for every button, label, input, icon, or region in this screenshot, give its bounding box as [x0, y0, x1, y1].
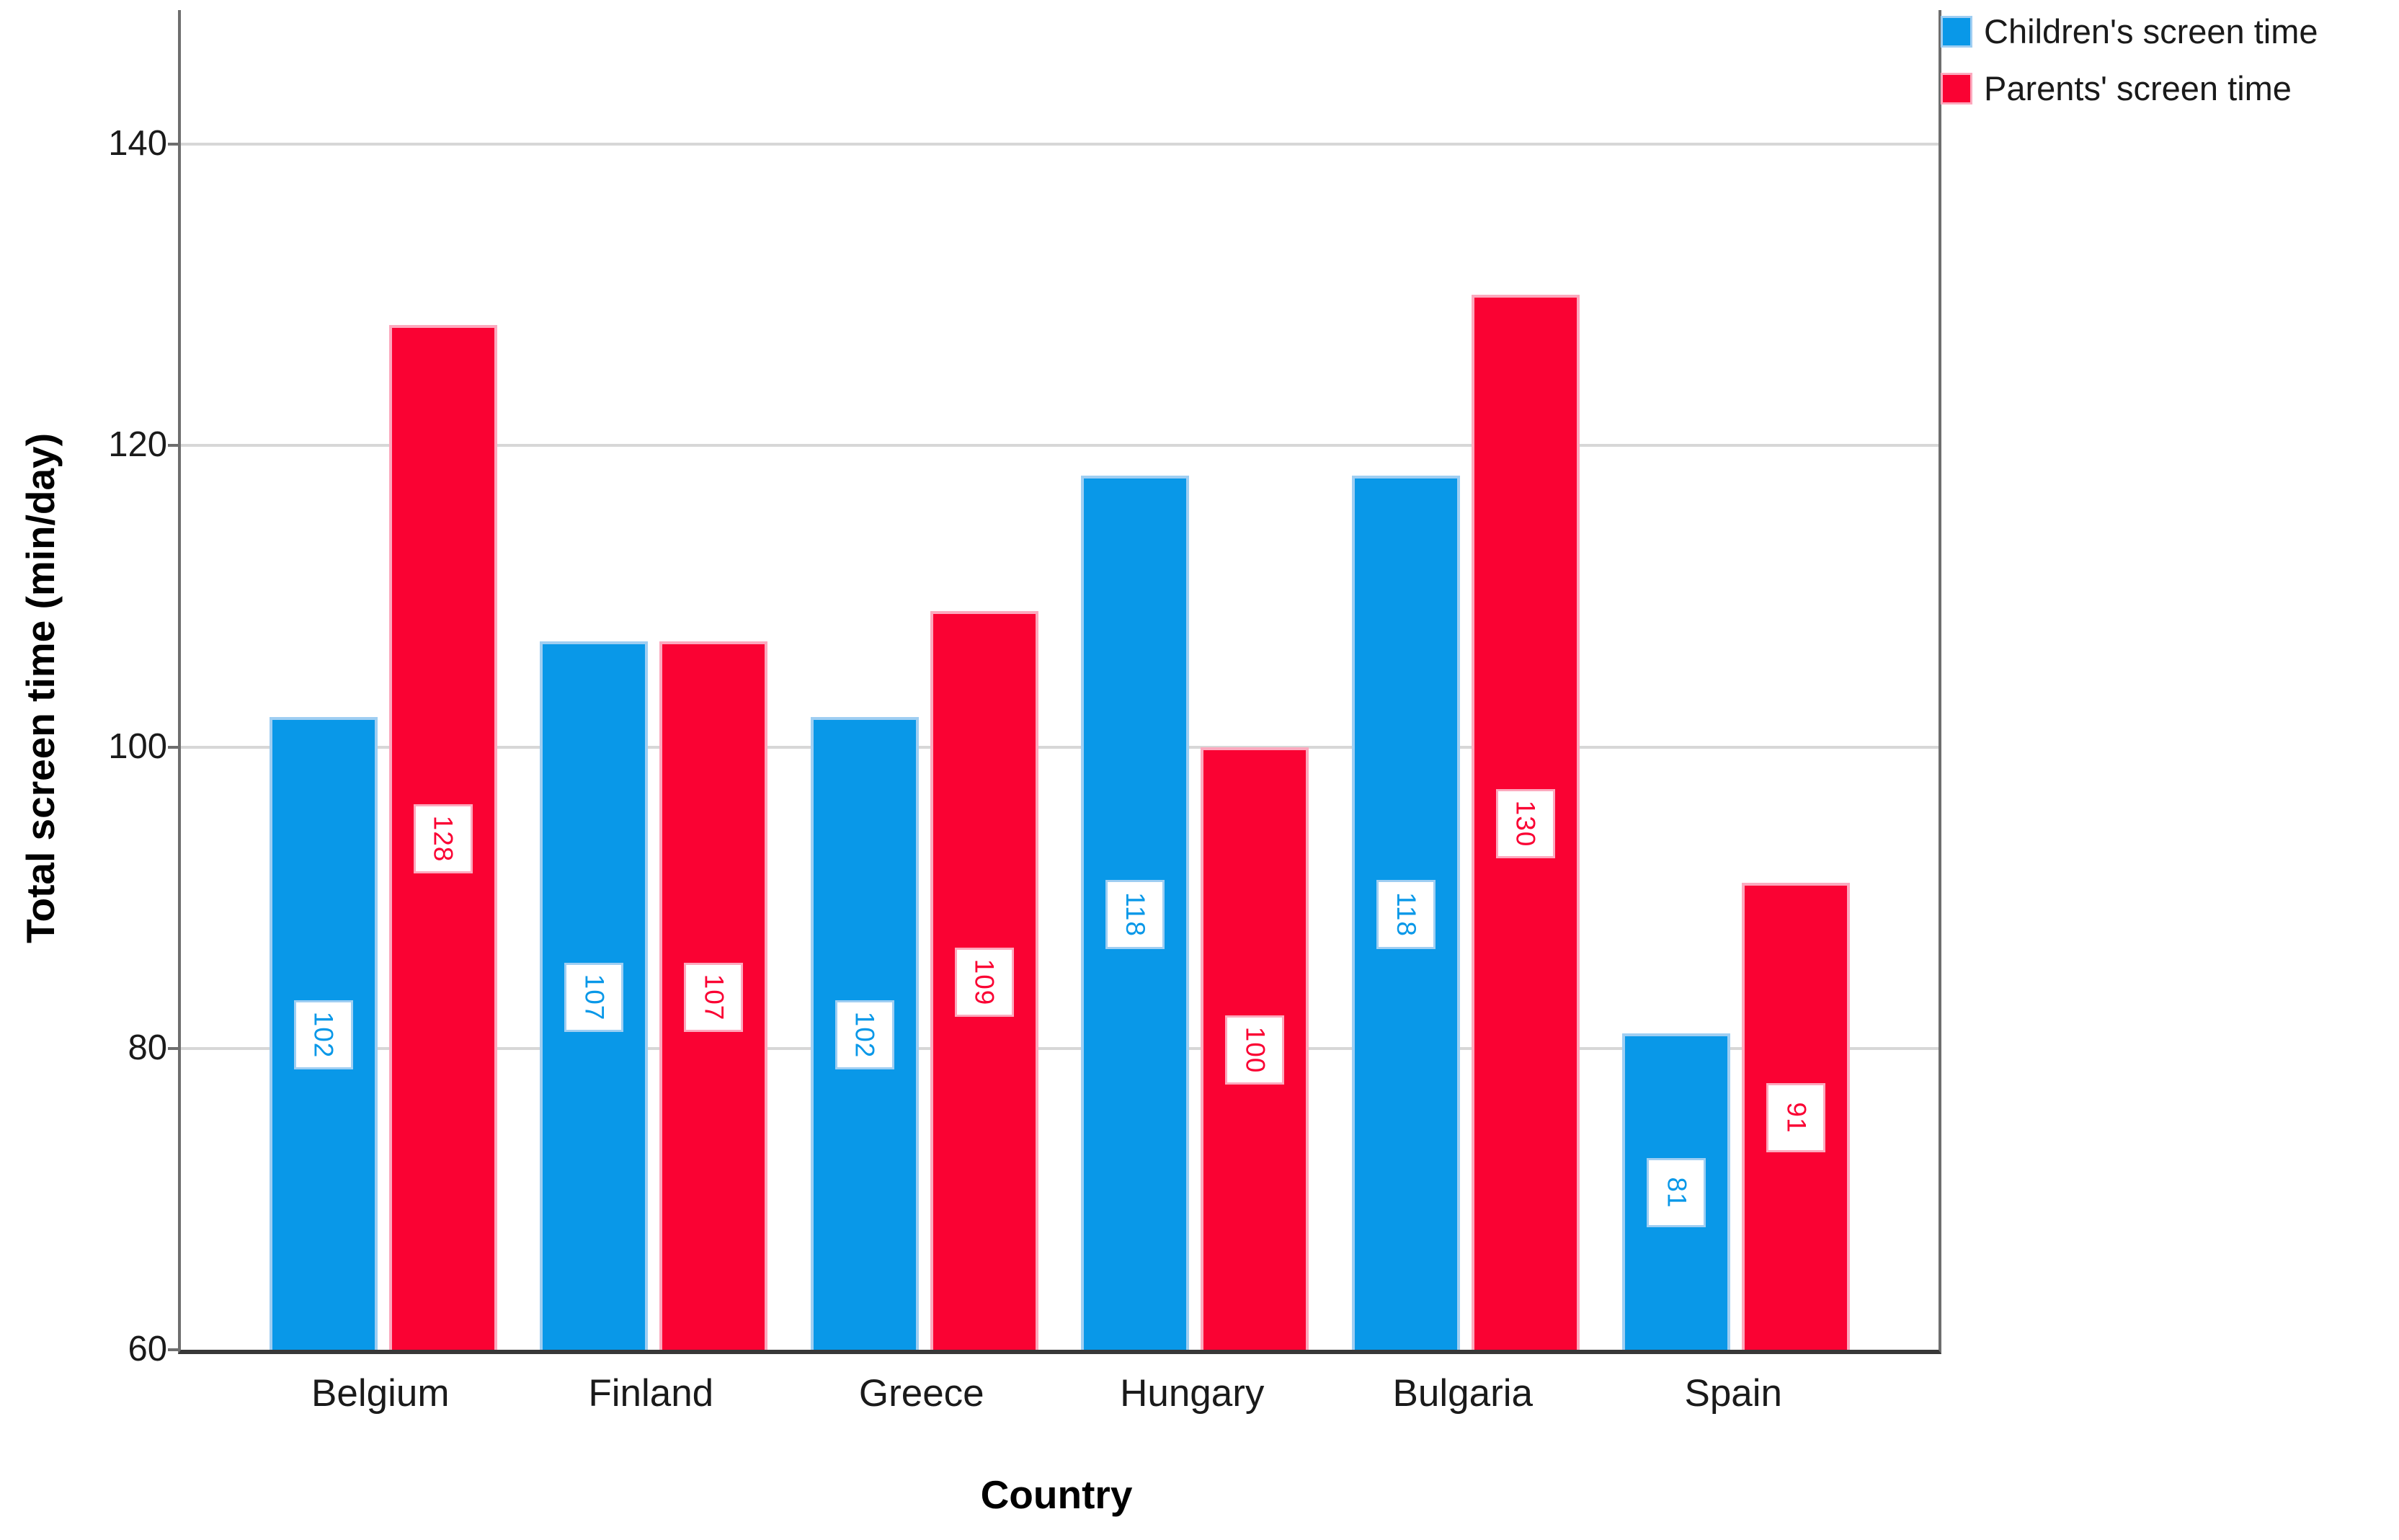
- y-tick-label-120: 120: [108, 425, 167, 465]
- bar-value-label-box: 100: [1225, 1015, 1285, 1085]
- x-category-label-belgium: Belgium: [311, 1372, 450, 1415]
- bar-bulgaria-parents: 130: [1471, 295, 1580, 1350]
- legend-label: Children's screen time: [1984, 12, 2318, 50]
- legend-swatch-icon: [1941, 72, 1972, 104]
- y-tick-mark-60: [168, 1348, 179, 1351]
- bar-value-label: 118: [1391, 891, 1421, 937]
- legend: Children's screen time Parents' screen ti…: [1941, 12, 2318, 108]
- bar-value-label: 102: [850, 1011, 880, 1059]
- bar-value-label-box: 130: [1495, 789, 1555, 859]
- legend-swatch-icon: [1941, 15, 1972, 48]
- x-category-label-greece: Greece: [858, 1372, 984, 1415]
- bar-value-label-box: 118: [1376, 879, 1436, 949]
- bar-value-label: 130: [1510, 800, 1541, 847]
- bar-spain-children: 81: [1622, 1033, 1731, 1350]
- bar-greece-parents: 109: [930, 611, 1038, 1350]
- legend-item-children: Children's screen time: [1941, 12, 2318, 51]
- y-tick-label-80: 80: [128, 1028, 167, 1067]
- bar-value-label: 107: [579, 974, 610, 1020]
- bar-finland-parents: 107: [659, 641, 768, 1350]
- bar-value-label: 109: [969, 958, 1000, 1006]
- bar-value-label-box: 107: [684, 962, 744, 1032]
- y-tick-mark-100: [168, 745, 179, 749]
- x-category-label-spain: Spain: [1684, 1372, 1783, 1415]
- bar-value-label: 102: [308, 1011, 339, 1059]
- x-category-label-bulgaria: Bulgaria: [1392, 1372, 1533, 1415]
- gridline-140: [181, 143, 1939, 146]
- y-tick-mark-120: [168, 444, 179, 448]
- y-tick-label-100: 100: [108, 726, 167, 766]
- bar-value-label-box: 102: [293, 1000, 353, 1069]
- bar-greece-children: 102: [810, 716, 919, 1350]
- bar-value-label: 128: [428, 815, 458, 863]
- bar-value-label: 100: [1240, 1026, 1270, 1074]
- bar-bulgaria-children: 118: [1351, 476, 1460, 1350]
- bar-value-label-box: 128: [413, 804, 473, 874]
- y-axis-title: Total screen time (min/day): [18, 432, 63, 944]
- bar-value-label-box: 107: [564, 962, 624, 1032]
- bar-value-label: 118: [1121, 891, 1151, 937]
- bar-value-label-box: 102: [834, 1000, 894, 1069]
- x-category-label-finland: Finland: [588, 1372, 714, 1415]
- gridline-120: [181, 444, 1939, 448]
- bar-value-label-box: 91: [1766, 1082, 1826, 1152]
- gridline-80: [181, 1046, 1939, 1050]
- bar-value-label-box: 109: [954, 947, 1014, 1017]
- y-tick-label-60: 60: [128, 1330, 167, 1368]
- plot-area: 102 128 107 107 102 109 118 100 118 130 81 91: [178, 10, 1941, 1354]
- bar-belgium-children: 102: [269, 716, 378, 1350]
- legend-label: Parents' screen time: [1984, 69, 2292, 107]
- bar-value-label: 107: [699, 974, 729, 1020]
- bar-belgium-parents: 128: [388, 325, 497, 1350]
- y-tick-mark-140: [168, 143, 179, 146]
- x-axis-title: Country: [980, 1472, 1133, 1517]
- bar-value-label-box: 118: [1105, 879, 1165, 949]
- legend-item-parents: Parents' screen time: [1941, 68, 2318, 108]
- gridline-100: [181, 745, 1939, 749]
- bar-hungary-children: 118: [1081, 476, 1190, 1350]
- x-category-label-hungary: Hungary: [1120, 1372, 1265, 1415]
- bar-value-label: 91: [1781, 1102, 1812, 1134]
- bar-value-label: 81: [1662, 1177, 1692, 1209]
- bar-finland-children: 107: [540, 641, 649, 1350]
- y-tick-label-140: 140: [108, 124, 167, 164]
- y-tick-mark-80: [168, 1046, 179, 1050]
- bar-value-label-box: 81: [1647, 1158, 1706, 1228]
- bar-hungary-parents: 100: [1201, 747, 1309, 1350]
- bar-spain-parents: 91: [1742, 882, 1851, 1350]
